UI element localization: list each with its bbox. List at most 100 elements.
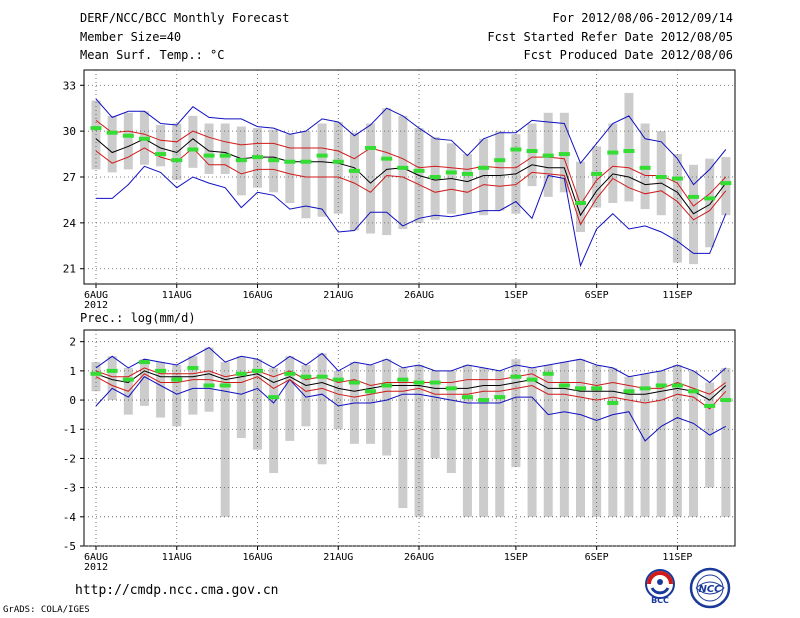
obs-marker xyxy=(591,386,603,391)
obs-marker xyxy=(252,368,263,373)
x-tick-label: 11AUG xyxy=(162,552,192,563)
ensemble-box xyxy=(172,365,182,427)
ensemble-box xyxy=(672,154,682,263)
x-tick-label: 21AUG xyxy=(323,290,353,301)
obs-marker xyxy=(704,403,716,408)
min-line xyxy=(95,376,727,442)
ensemble-box xyxy=(462,154,472,214)
member-size: Member Size=40 xyxy=(80,30,182,44)
obs-marker xyxy=(252,155,263,160)
ensemble-box xyxy=(430,370,440,459)
ncc-logo: NCC xyxy=(689,567,731,609)
y-tick-label: -3 xyxy=(63,482,76,495)
obs-marker xyxy=(155,152,167,157)
obs-marker xyxy=(445,386,457,391)
y-tick-label: 30 xyxy=(63,125,76,138)
y-tick-label: -5 xyxy=(63,540,76,553)
forecast-period: For 2012/08/06-2012/09/14 xyxy=(552,11,733,25)
obs-marker xyxy=(607,400,619,405)
ensemble-box xyxy=(220,362,230,517)
obs-marker xyxy=(348,168,360,173)
obs-marker xyxy=(413,168,425,173)
source-url[interactable]: http://cmdp.ncc.cma.gov.cn xyxy=(75,583,279,598)
ensemble-box xyxy=(301,365,311,427)
ensemble-box xyxy=(366,365,376,444)
obs-marker xyxy=(381,156,393,161)
x-tick-label: 1SEP xyxy=(504,552,528,563)
obs-marker xyxy=(284,371,296,376)
ensemble-box xyxy=(285,134,295,203)
obs-marker xyxy=(397,377,409,382)
obs-marker xyxy=(219,153,231,158)
ensemble-box xyxy=(366,123,376,234)
grads-credit: GrADS: COLA/IGES xyxy=(3,605,90,615)
precip-panel-title: Prec.: log(mm/d) xyxy=(80,311,196,325)
ensemble-box xyxy=(479,367,489,517)
ensemble-mean-line xyxy=(95,370,727,401)
x-tick-label: 6AUG xyxy=(84,290,108,301)
ensemble-box xyxy=(559,362,569,517)
min-line xyxy=(96,165,727,268)
obs-marker xyxy=(90,126,102,131)
plot-frame xyxy=(83,69,736,285)
obs-marker xyxy=(607,150,619,155)
obs-marker xyxy=(155,368,167,373)
year-label: 2012 xyxy=(84,300,108,311)
ensemble-box xyxy=(721,157,731,216)
ensemble-box xyxy=(204,123,214,174)
ensemble-box xyxy=(576,161,585,233)
ensemble-box xyxy=(382,359,392,456)
obs-marker xyxy=(494,158,506,163)
obs-marker xyxy=(429,175,441,179)
obs-marker xyxy=(526,377,538,382)
obs-marker xyxy=(203,383,215,388)
ensemble-box xyxy=(349,132,359,231)
ensemble-box xyxy=(398,367,408,509)
obs-marker xyxy=(235,158,247,163)
ensemble-box xyxy=(527,123,537,187)
y-tick-label: 2 xyxy=(69,336,76,349)
obs-marker xyxy=(381,383,393,388)
obs-marker xyxy=(122,133,134,138)
obs-marker xyxy=(171,377,183,382)
obs-marker xyxy=(575,386,586,391)
ensemble-box xyxy=(236,356,246,438)
ensemble-box xyxy=(333,121,343,214)
obs-marker xyxy=(623,389,635,394)
y-tick-label: 0 xyxy=(69,394,76,407)
y-tick-label: 33 xyxy=(63,79,76,92)
x-tick-label: 11SEP xyxy=(662,290,692,301)
obs-marker xyxy=(332,159,344,164)
ensemble-box xyxy=(543,365,553,517)
ensemble-box xyxy=(672,365,682,517)
y-tick-label: 24 xyxy=(63,217,77,230)
ensemble-box xyxy=(689,164,699,265)
max-line xyxy=(95,346,727,384)
forecast-start-date: Fcst Started Refer Date 2012/08/05 xyxy=(487,30,733,44)
obs-marker xyxy=(639,386,651,391)
obs-marker xyxy=(558,383,570,388)
ensemble-box xyxy=(107,115,117,173)
x-tick-label: 16AUG xyxy=(242,552,272,563)
x-tick-label: 21AUG xyxy=(323,552,353,563)
obs-marker xyxy=(316,374,328,379)
obs-marker xyxy=(122,377,134,382)
obs-marker xyxy=(720,398,732,403)
obs-marker xyxy=(575,200,586,205)
ensemble-box xyxy=(382,108,392,236)
obs-marker xyxy=(268,158,280,163)
obs-marker xyxy=(461,395,473,400)
ensemble-box xyxy=(495,131,505,211)
x-tick-label: 6SEP xyxy=(585,290,609,301)
ensemble-box xyxy=(462,365,472,517)
obs-marker xyxy=(365,389,377,394)
obs-marker xyxy=(542,371,554,376)
obs-marker xyxy=(106,130,118,135)
obs-marker xyxy=(316,153,328,158)
obs-marker xyxy=(720,181,732,186)
x-tick-label: 11AUG xyxy=(162,290,192,301)
obs-marker xyxy=(639,165,651,170)
upper-spread-line xyxy=(95,120,727,207)
x-tick-label: 6SEP xyxy=(585,552,609,563)
bcc-logo: BCC xyxy=(645,569,675,605)
